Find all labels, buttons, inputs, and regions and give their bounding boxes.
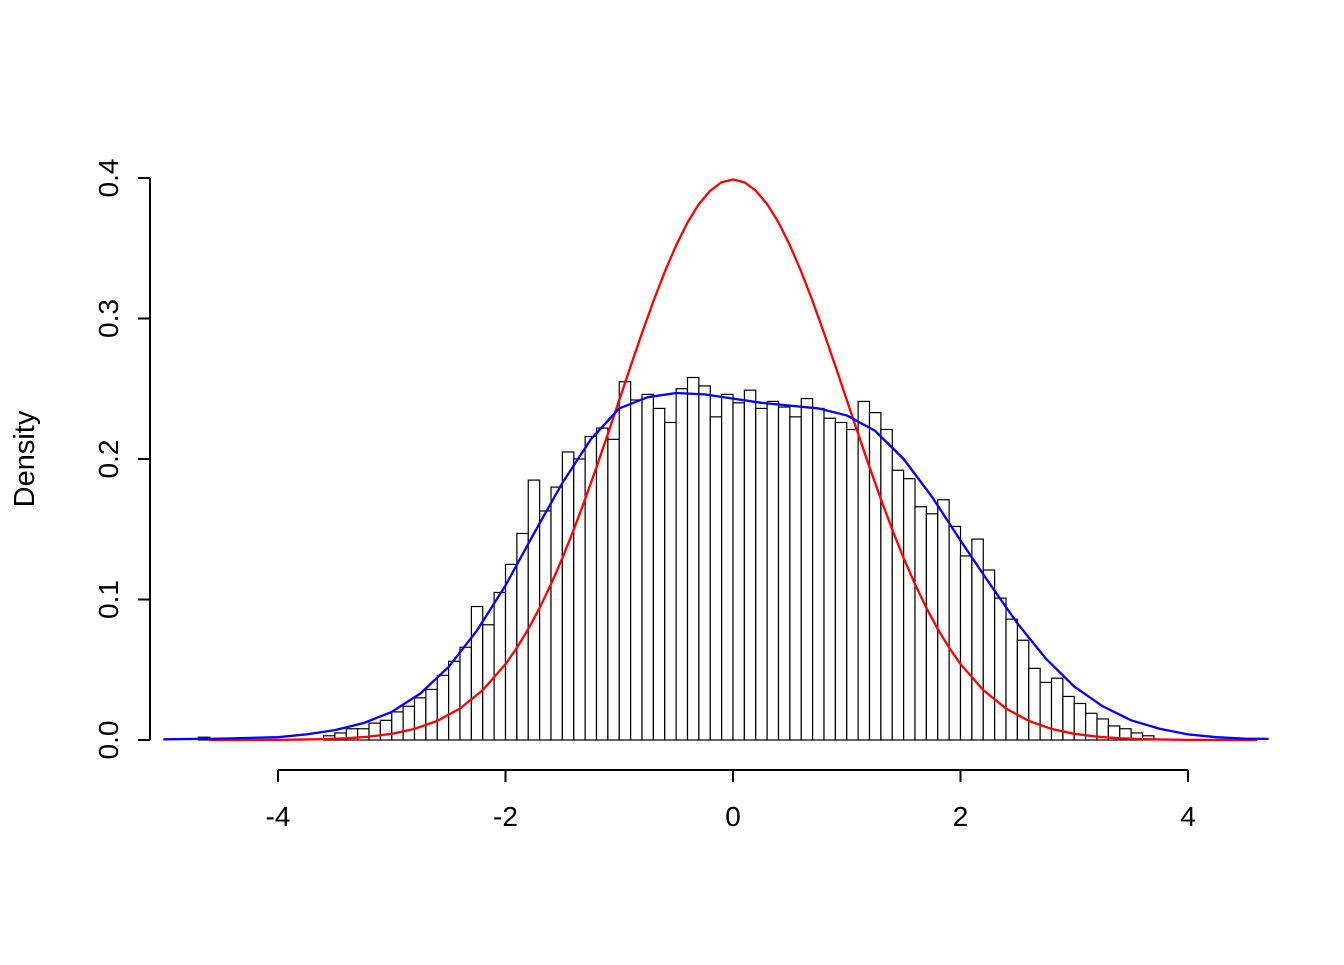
histogram-bar — [1005, 618, 1018, 741]
histogram-bar — [721, 393, 734, 741]
histogram-bar — [743, 389, 757, 741]
x-tick-label: 4 — [1180, 801, 1196, 832]
histogram-bar — [914, 506, 927, 741]
histogram-bar — [630, 399, 643, 741]
histogram-bar — [709, 416, 723, 741]
histogram-bar — [413, 697, 427, 741]
histogram-bar — [652, 407, 666, 741]
histogram-bar — [391, 711, 404, 741]
histogram-bar — [664, 421, 677, 741]
histogram-bar — [937, 499, 950, 741]
histogram-bar — [994, 597, 1007, 741]
histogram-bar — [982, 569, 996, 741]
y-axis-title: Density — [9, 410, 41, 507]
x-tick-label: 0 — [725, 801, 741, 832]
histogram-bar — [732, 402, 745, 741]
histogram-bar — [675, 388, 689, 741]
histogram-bar — [436, 674, 450, 741]
y-tick-label: 0.1 — [93, 580, 124, 619]
y-tick-label: 0.3 — [93, 299, 124, 338]
histogram-bar — [903, 478, 916, 741]
histogram-bar — [698, 385, 711, 741]
histogram-bar — [1039, 681, 1053, 741]
density-curves-layer — [163, 178, 1269, 742]
histogram-bar — [891, 469, 905, 741]
histogram-bar — [971, 538, 984, 741]
histogram-bar — [686, 376, 700, 741]
histogram-bar — [641, 393, 654, 741]
histogram-bar — [800, 397, 814, 741]
histogram-bar — [618, 381, 632, 741]
y-tick-label: 0.2 — [93, 440, 124, 479]
normal_density-curve — [208, 178, 1258, 742]
histogram-bar — [402, 705, 416, 741]
histogram-bar — [1016, 639, 1030, 741]
histogram-bar — [379, 719, 393, 741]
histogram-bar — [834, 421, 848, 741]
histogram-bar — [823, 417, 836, 741]
histogram-bar — [470, 605, 484, 741]
y-tick-label: 0.0 — [93, 721, 124, 760]
histogram-bar — [766, 400, 780, 741]
x-tick-label: -4 — [266, 801, 291, 832]
histogram-bar — [959, 555, 973, 741]
histogram-bar — [459, 646, 472, 741]
histogram-bar — [846, 428, 859, 741]
axes-layer: 0.0 0.1 0.2 0.3 0.4 -4 -2 0 2 4 — [93, 159, 1196, 832]
y-tick-label: 0.4 — [93, 159, 124, 198]
histogram-bar — [561, 451, 575, 741]
histogram-bar — [448, 660, 461, 741]
histogram-bars-layer — [197, 376, 1155, 741]
histogram-bar — [595, 427, 609, 741]
x-tick-label: 2 — [953, 801, 969, 832]
histogram-bar — [755, 407, 768, 741]
histogram-bar — [539, 510, 552, 741]
histogram-bar — [1028, 667, 1041, 741]
histogram-bar — [880, 428, 893, 741]
x-tick-label: -2 — [493, 801, 518, 832]
histogram-bar — [948, 525, 962, 741]
histogram-bar — [777, 406, 791, 741]
histogram-bar — [550, 486, 563, 741]
histogram-bar — [425, 688, 438, 741]
histogram-bar — [789, 416, 802, 741]
kernel_density-curve — [163, 391, 1269, 741]
histogram-bar — [607, 438, 620, 741]
histogram-bar — [868, 412, 882, 741]
histogram-bar — [812, 407, 825, 741]
